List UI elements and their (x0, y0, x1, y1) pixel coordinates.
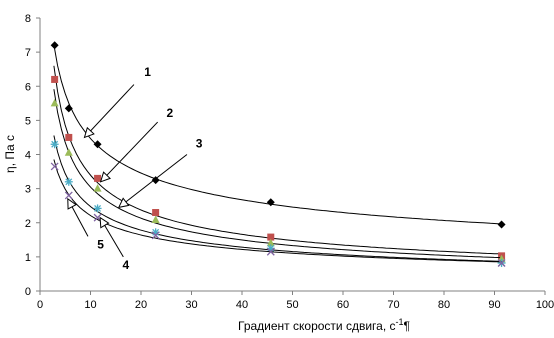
x-tick-label: 10 (84, 299, 96, 311)
series-2-point (152, 209, 160, 217)
series-group (50, 41, 506, 268)
y-tick-label: 4 (25, 150, 31, 162)
series-5-point (266, 247, 275, 256)
y-tick-label: 2 (25, 218, 31, 230)
series-1-point (497, 220, 506, 229)
x-axis-title-main: Градиент скорости сдвига, с (238, 319, 395, 333)
series-4-point (64, 177, 73, 186)
callout-group: 1 2 3 4 5 (67, 65, 203, 272)
series-1-point (50, 41, 59, 50)
x-tick-label: 30 (185, 299, 197, 311)
series-1-point (266, 198, 275, 207)
series-5-point (497, 259, 506, 267)
x-axis-title: Градиент скорости сдвига, с-1¶ (238, 317, 410, 333)
y-tick-label: 7 (25, 47, 31, 59)
x-tick-group: 0 10 20 30 40 50 60 70 80 90 100 (37, 291, 554, 311)
callout-5-label: 5 (97, 237, 104, 251)
y-tick-label: 1 (25, 252, 31, 264)
x-axis-title-tail: ¶ (404, 319, 410, 333)
series-5-curve (53, 159, 502, 263)
x-tick-label: 90 (488, 299, 500, 311)
x-tick-label: 80 (438, 299, 450, 311)
series-2-point (267, 233, 275, 241)
y-axis-title: η, Па с (3, 135, 17, 173)
series-1-point (93, 140, 102, 149)
series-5-point (50, 162, 59, 171)
callout-1-label: 1 (144, 65, 151, 79)
y-tick-label: 6 (25, 81, 31, 93)
series-3-point (50, 98, 59, 107)
x-tick-label: 40 (236, 299, 248, 311)
series-2-point (51, 75, 59, 83)
callout-3-label: 3 (196, 137, 203, 151)
x-tick-label: 70 (387, 299, 399, 311)
series-4-point (50, 140, 59, 149)
series-1-point (151, 176, 160, 185)
series-1-curve (53, 44, 502, 225)
series-2-point (94, 174, 102, 182)
series-5-point (151, 231, 160, 240)
x-axis-title-superscript: -1 (395, 317, 403, 327)
series-3-point (266, 238, 275, 247)
y-tick-label: 3 (25, 184, 31, 196)
y-tick-label: 5 (25, 115, 31, 127)
x-tick-label: 60 (337, 299, 349, 311)
series-4-point (93, 204, 102, 213)
series-1-point (64, 104, 73, 113)
x-tick-label: 50 (286, 299, 298, 311)
series-2-curve (53, 65, 502, 255)
callout-2-label: 2 (166, 106, 173, 120)
callout-2-arrow (99, 121, 159, 183)
x-tick-label: 100 (536, 299, 554, 311)
y-tick-label: 8 (25, 13, 31, 25)
y-tick-label: 0 (25, 286, 31, 298)
series-3-point (93, 184, 102, 192)
callout-4-arrow (99, 216, 124, 258)
series-4-curve (53, 135, 502, 262)
plot-area: 0 10 20 30 40 50 60 70 80 90 100 0 1 2 3 4 5 6 7 8 1 2 3 4 5 (25, 13, 554, 311)
series-2-point (65, 133, 73, 141)
x-tick-label: 0 (37, 299, 43, 311)
series-3-point (64, 148, 73, 156)
x-tick-label: 20 (135, 299, 147, 311)
callout-4-label: 4 (123, 258, 130, 272)
y-tick-group: 0 1 2 3 4 5 6 7 8 (25, 13, 40, 298)
callout-3-arrow (117, 154, 188, 209)
callout-5-arrow (67, 197, 89, 237)
series-3-point (151, 215, 160, 224)
series-5-point (64, 191, 73, 200)
series-3-curve (53, 89, 502, 259)
callout-1-arrow (83, 84, 135, 139)
